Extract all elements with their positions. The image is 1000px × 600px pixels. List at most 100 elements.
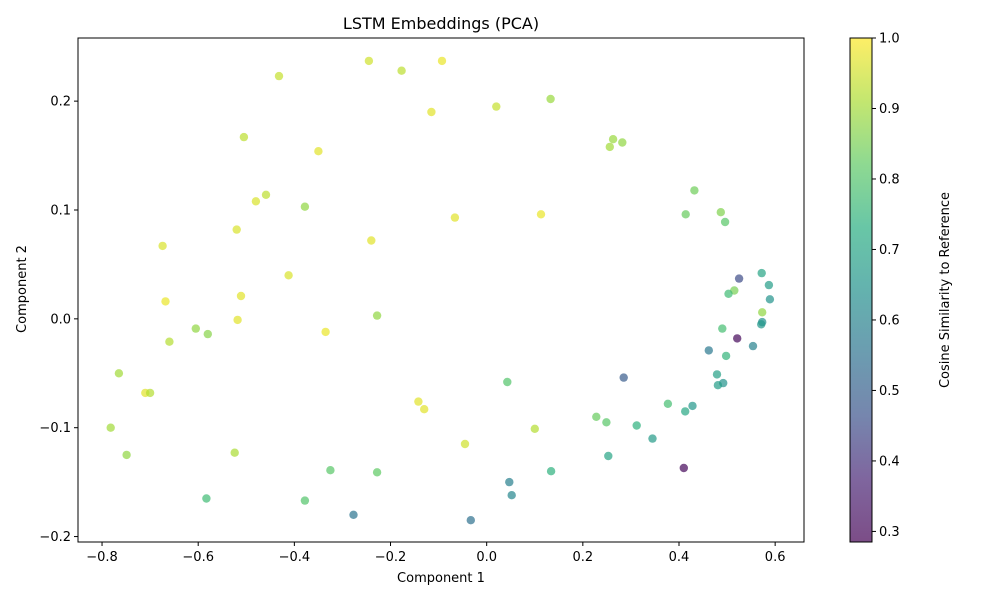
scatter-point-44 [748, 341, 758, 351]
x-axis: −0.8 −0.6 −0.4 −0.2 0.0 0.2 0.4 0.6 [86, 542, 785, 565]
scatter-point-76 [202, 494, 211, 503]
scatter-point-52 [713, 381, 723, 390]
plot-frame [77, 37, 805, 543]
scatter-point-66 [460, 439, 470, 449]
colorbar-tick-label: 1.0 [879, 32, 900, 47]
scatter-point-48 [712, 370, 722, 379]
colorbar-tick-label: 0.9 [879, 102, 900, 117]
scatter-point-31 [765, 295, 775, 304]
scatter-point-74 [505, 477, 514, 487]
scatter-point-8 [314, 147, 323, 156]
scatter-point-73 [372, 468, 382, 477]
scatter-point-34 [372, 311, 382, 320]
scatter-point-72 [546, 467, 556, 476]
scatter-point-30 [236, 291, 246, 301]
colorbar-tick-label: 0.7 [879, 243, 900, 258]
colorbar-tick-label: 0.5 [879, 384, 900, 399]
scatter-point-63 [106, 423, 115, 432]
scatter-point-29 [724, 289, 733, 298]
scatter-point-47 [114, 369, 124, 378]
scatter-point-26 [734, 274, 744, 283]
scatter-point-75 [507, 491, 516, 500]
scatter-point-79 [466, 516, 475, 525]
scatter-point-7 [239, 132, 249, 142]
scatter-point-20 [720, 217, 730, 227]
colorbar-gradient [850, 38, 872, 542]
scatter-point-32 [161, 297, 170, 306]
chart-title: LSTM Embeddings (PCA) [343, 14, 539, 33]
scatter-point-9 [608, 135, 618, 144]
scatter-point-19 [716, 208, 725, 217]
colorbar-ticks: 0.3 0.4 0.5 0.6 0.7 0.8 0.9 1.0 [872, 32, 900, 540]
plot-background [78, 38, 804, 542]
scatter-point-1 [437, 56, 447, 66]
scatter-point-59 [681, 407, 690, 416]
colorbar-frame [849, 37, 873, 543]
scatter-points [106, 56, 775, 525]
scatter-point-60 [592, 412, 601, 421]
scatter-point-25 [757, 268, 766, 278]
scatter-point-13 [251, 197, 261, 206]
scatter-point-21 [232, 225, 241, 234]
scatter-point-5 [546, 94, 555, 104]
x-tick-label: −0.4 [279, 550, 311, 565]
scatter-point-11 [605, 142, 614, 152]
x-axis-label: Component 1 [397, 571, 485, 586]
x-tick-label: 0.6 [765, 550, 786, 565]
plot-area [77, 37, 805, 543]
scatter-point-62 [632, 421, 641, 430]
scatter-point-43 [165, 337, 174, 346]
scatter-point-65 [648, 434, 657, 443]
scatter-point-70 [679, 463, 688, 473]
x-tick-label: −0.8 [86, 550, 118, 565]
x-tick-label: 0.0 [476, 550, 497, 565]
colorbar-tick-label: 0.6 [879, 313, 900, 328]
colorbar-tick-label: 0.4 [879, 454, 900, 469]
colorbar-tick-label: 0.8 [879, 172, 900, 187]
scatter-point-6 [427, 107, 436, 117]
scatter-point-41 [203, 329, 212, 339]
scatter-point-61 [602, 418, 611, 427]
scatter-point-69 [604, 451, 613, 461]
scatter-point-58 [420, 405, 429, 414]
scatter-point-17 [536, 210, 546, 219]
colorbar-tick-label: 0.3 [879, 525, 900, 540]
scatter-point-71 [326, 466, 335, 475]
x-tick-label: −0.6 [182, 550, 214, 565]
y-tick-label: 0.2 [50, 95, 71, 110]
scatter-point-40 [321, 327, 330, 337]
scatter-point-54 [145, 388, 155, 398]
x-tick-label: 0.4 [669, 550, 690, 565]
y-axis: −0.2 −0.1 0.0 0.1 0.2 [39, 95, 78, 545]
scatter-point-42 [733, 334, 742, 343]
scatter-point-18 [681, 210, 690, 219]
scatter-point-10 [618, 138, 627, 147]
scatter-point-68 [122, 450, 131, 460]
scatter-point-16 [450, 213, 460, 222]
scatter-point-2 [274, 71, 284, 81]
scatter-point-12 [261, 190, 271, 199]
scatter-point-67 [230, 448, 239, 457]
scatter-point-33 [758, 308, 767, 317]
y-tick-label: −0.2 [39, 530, 71, 545]
scatter-point-45 [704, 346, 713, 355]
scatter-point-64 [530, 424, 539, 433]
scatter-point-39 [718, 324, 727, 333]
x-tick-label: −0.2 [375, 550, 407, 565]
y-tick-label: −0.1 [39, 421, 71, 436]
scatter-point-0 [364, 56, 374, 66]
scatter-point-37 [757, 320, 766, 329]
scatter-point-23 [158, 241, 167, 251]
scatter-point-56 [663, 399, 673, 408]
scatter-point-35 [233, 315, 242, 325]
scatter-point-38 [191, 324, 200, 333]
scatter-point-4 [492, 102, 501, 111]
scatter-point-57 [688, 401, 697, 411]
scatter-point-27 [764, 280, 774, 290]
scatter-point-24 [284, 271, 293, 280]
colorbar-label: Cosine Similarity to Reference [938, 192, 953, 388]
y-axis-label: Component 2 [15, 245, 30, 333]
scatter-point-15 [690, 186, 699, 195]
scatter-point-22 [367, 236, 376, 245]
